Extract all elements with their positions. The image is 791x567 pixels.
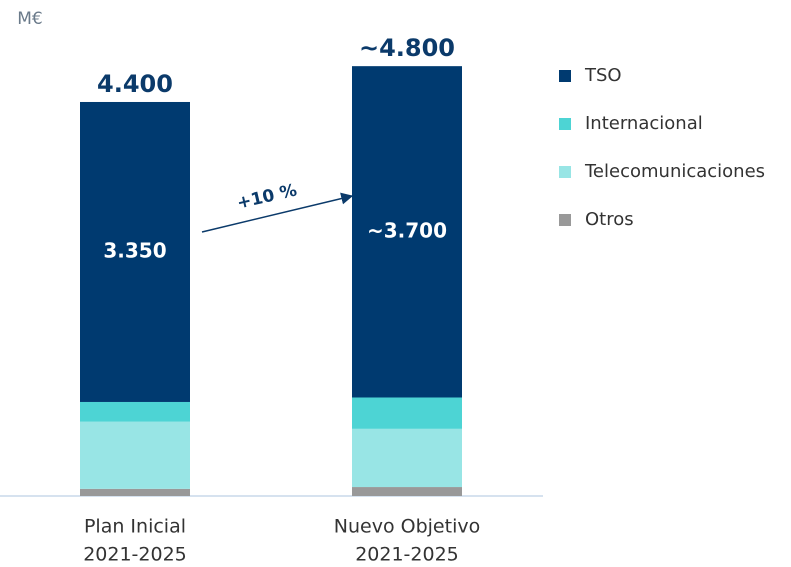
bar-segment: [352, 397, 462, 429]
bar-segment: [80, 101, 190, 402]
total-label: ~4.800: [359, 34, 455, 62]
legend-swatch: [559, 214, 571, 226]
bar-segment: [352, 66, 462, 398]
legend-label: TSO: [584, 65, 622, 86]
legend-swatch: [559, 118, 571, 130]
bar-segment: [80, 421, 190, 489]
growth-arrow: [201, 192, 354, 233]
bar-segment: [80, 488, 190, 496]
legend-label: Internacional: [585, 113, 703, 134]
unit-label: M€: [17, 9, 42, 29]
bar-segment: [352, 428, 462, 488]
bar-segment: [352, 487, 462, 496]
legend-swatch: [559, 70, 571, 82]
x-tick-label: Plan Inicial: [84, 516, 186, 538]
x-tick-label: 2021-2025: [83, 544, 187, 566]
legend-label: Otros: [585, 209, 634, 230]
x-tick-label: 2021-2025: [355, 544, 459, 566]
value-label: 3.350: [103, 238, 166, 262]
bar-segment: [80, 401, 190, 422]
legend-label: Telecomunicaciones: [584, 161, 765, 182]
legend-swatch: [559, 166, 571, 178]
annotation: +10 %: [235, 180, 299, 213]
x-tick-label: Nuevo Objetivo: [334, 516, 480, 538]
total-label: 4.400: [97, 70, 173, 98]
value-label: ~3.700: [367, 218, 447, 242]
